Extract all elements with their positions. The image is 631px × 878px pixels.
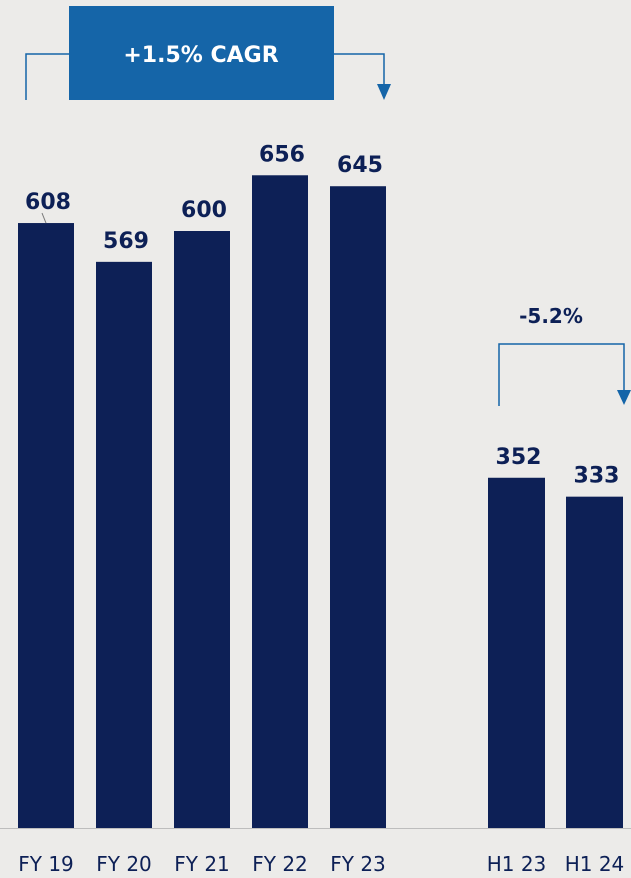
- tick-label: FY 21: [174, 852, 230, 876]
- tick-label: FY 19: [18, 852, 74, 876]
- h1-bracket: [498, 343, 625, 406]
- h1-arrow-head: [617, 390, 631, 405]
- value-label: 569: [103, 229, 149, 254]
- tick-label: FY 20: [96, 852, 152, 876]
- value-label: 645: [337, 153, 383, 178]
- cagr-bracket-left: [25, 53, 70, 100]
- bar-fy-23: [330, 186, 386, 829]
- cagr-bracket-right: [334, 53, 385, 86]
- bar-fy-20: [96, 261, 152, 829]
- bar-fy-19: [18, 223, 74, 829]
- value-label: 333: [574, 464, 620, 489]
- cagr-arrow-head: [377, 84, 391, 100]
- bar-h1-24: [566, 496, 623, 828]
- bar-fy-21: [174, 231, 230, 828]
- bar-fy-22: [252, 175, 308, 828]
- tick-label: H1 23: [487, 852, 547, 876]
- cagr-badge: [69, 6, 334, 100]
- bar-h1-23: [488, 477, 545, 828]
- leader-line: [41, 212, 47, 224]
- tick-label: FY 22: [252, 852, 308, 876]
- tick-label: FY 23: [330, 852, 386, 876]
- value-label: 608: [25, 190, 71, 215]
- value-label: 600: [181, 198, 227, 223]
- value-label: 656: [259, 142, 305, 167]
- cagr-label: +1.5% CAGR: [123, 43, 278, 68]
- tick-label: H1 24: [565, 852, 625, 876]
- value-label: 352: [496, 445, 542, 470]
- h1-change-label: -5.2%: [519, 304, 583, 328]
